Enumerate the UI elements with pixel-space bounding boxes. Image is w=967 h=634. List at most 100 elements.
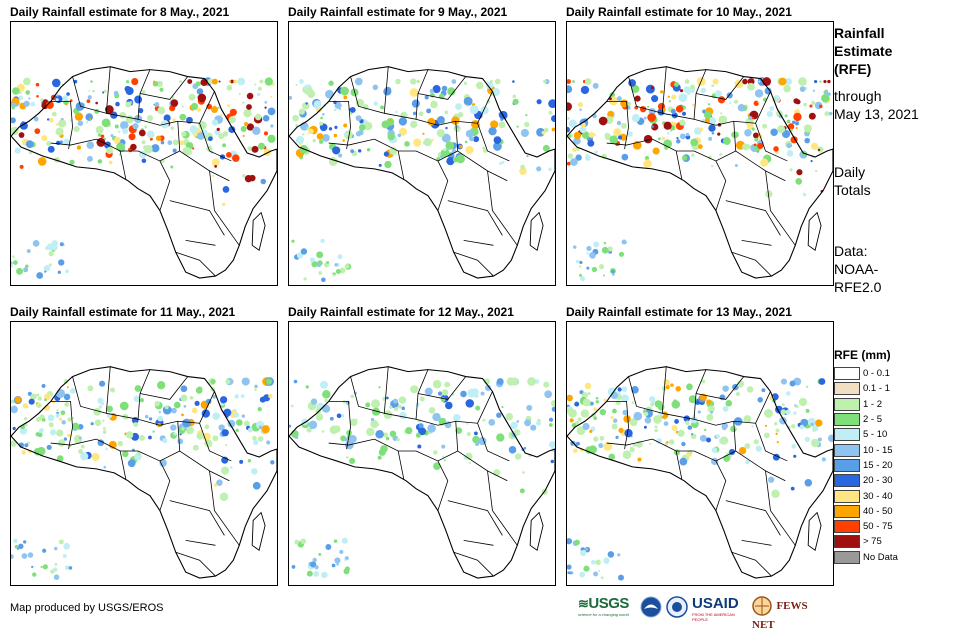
border-line	[453, 251, 494, 277]
rain-cell	[108, 440, 117, 449]
rain-cell	[33, 116, 39, 122]
rain-cell	[44, 270, 47, 273]
rain-cell	[295, 123, 298, 127]
rain-cell	[827, 79, 831, 84]
rain-cell	[11, 440, 17, 447]
rain-cell	[156, 80, 163, 88]
rain-cell	[240, 126, 247, 132]
rain-cell	[37, 432, 43, 438]
border-line	[731, 551, 772, 577]
rain-cell	[21, 553, 28, 559]
rain-cell	[197, 93, 207, 103]
rain-cell	[377, 455, 382, 460]
border-line	[50, 100, 73, 150]
usgs-tagline: science for a changing world	[578, 612, 629, 617]
rain-cell	[167, 140, 173, 146]
rain-cell	[682, 111, 687, 116]
border-line	[693, 121, 737, 162]
rain-cell	[794, 121, 800, 126]
rainfall-map	[566, 321, 834, 586]
border-line	[159, 160, 171, 211]
rain-cell	[35, 82, 40, 87]
rain-cell	[115, 101, 120, 107]
rain-cell	[190, 102, 199, 111]
land-area	[11, 366, 277, 579]
rain-cell	[77, 427, 80, 430]
border-line	[415, 391, 493, 426]
rain-cell	[252, 126, 261, 135]
rain-cell	[570, 158, 578, 166]
madagascar-outline	[807, 511, 822, 552]
rain-cell	[793, 454, 797, 458]
rain-cell	[24, 443, 29, 448]
rain-cell	[306, 427, 312, 433]
rain-cell	[711, 131, 715, 135]
rain-cell	[299, 79, 304, 84]
rain-cell	[467, 388, 477, 398]
border-line	[50, 438, 97, 446]
rain-cell	[610, 391, 618, 400]
rain-cell	[334, 125, 338, 129]
rain-cell	[433, 450, 438, 455]
rain-cell	[196, 107, 201, 112]
rain-cell	[96, 137, 106, 147]
rain-cell	[410, 120, 418, 128]
rain-cell	[257, 406, 262, 412]
rain-cell	[598, 264, 605, 270]
rain-cell	[54, 546, 58, 551]
rain-cell	[395, 78, 401, 85]
rain-cell	[777, 125, 786, 134]
madagascar-outline	[807, 211, 822, 252]
rain-cell	[661, 136, 666, 141]
rain-cell	[764, 424, 768, 427]
rain-cell	[821, 94, 830, 103]
rain-cell	[586, 266, 590, 270]
rain-cell	[424, 95, 429, 100]
rain-cell	[113, 90, 119, 96]
rain-cell	[300, 538, 307, 545]
border-line	[328, 438, 375, 446]
rain-cell	[520, 164, 526, 170]
rain-cell	[542, 144, 550, 152]
rain-cell	[757, 397, 764, 403]
rain-cell	[769, 106, 775, 111]
rain-cell	[743, 415, 752, 423]
rain-cell	[598, 116, 608, 126]
rain-cell	[97, 159, 103, 164]
noaa-logo	[640, 596, 664, 620]
rain-cell	[116, 142, 126, 152]
rain-cell	[686, 383, 693, 391]
legend-label: > 75	[863, 536, 882, 548]
rain-cell	[102, 430, 107, 434]
rain-cell	[465, 129, 474, 138]
rain-cell	[28, 97, 31, 100]
rain-cell	[383, 151, 389, 157]
rain-cell	[233, 79, 238, 84]
rain-cell	[308, 420, 318, 430]
rain-cell	[226, 84, 233, 91]
rain-cell	[804, 436, 811, 443]
rain-cell	[457, 112, 464, 118]
rain-cell	[823, 79, 827, 84]
rain-cell	[446, 157, 455, 166]
rain-cell	[584, 78, 592, 85]
rain-cell	[228, 116, 236, 124]
rain-cell	[334, 101, 342, 109]
rain-cell	[651, 95, 659, 103]
rain-cell	[784, 77, 793, 86]
rain-cell	[268, 393, 273, 399]
border-line	[50, 400, 73, 450]
rain-cell	[247, 146, 253, 151]
border-line	[606, 400, 629, 450]
panel-title: Daily Rainfall estimate for 9 May., 2021	[288, 5, 508, 19]
rain-cell	[179, 140, 185, 146]
rain-cell	[315, 407, 322, 414]
rain-cell	[139, 435, 145, 441]
map-panel-3: Daily Rainfall estimate for 10 May., 202…	[566, 4, 834, 286]
border-line	[741, 239, 772, 246]
border-line	[437, 460, 449, 511]
rain-cell	[216, 127, 220, 131]
rain-cell	[791, 443, 797, 449]
rain-cell	[582, 398, 591, 407]
legend-item: 0.1 - 1	[834, 381, 934, 396]
